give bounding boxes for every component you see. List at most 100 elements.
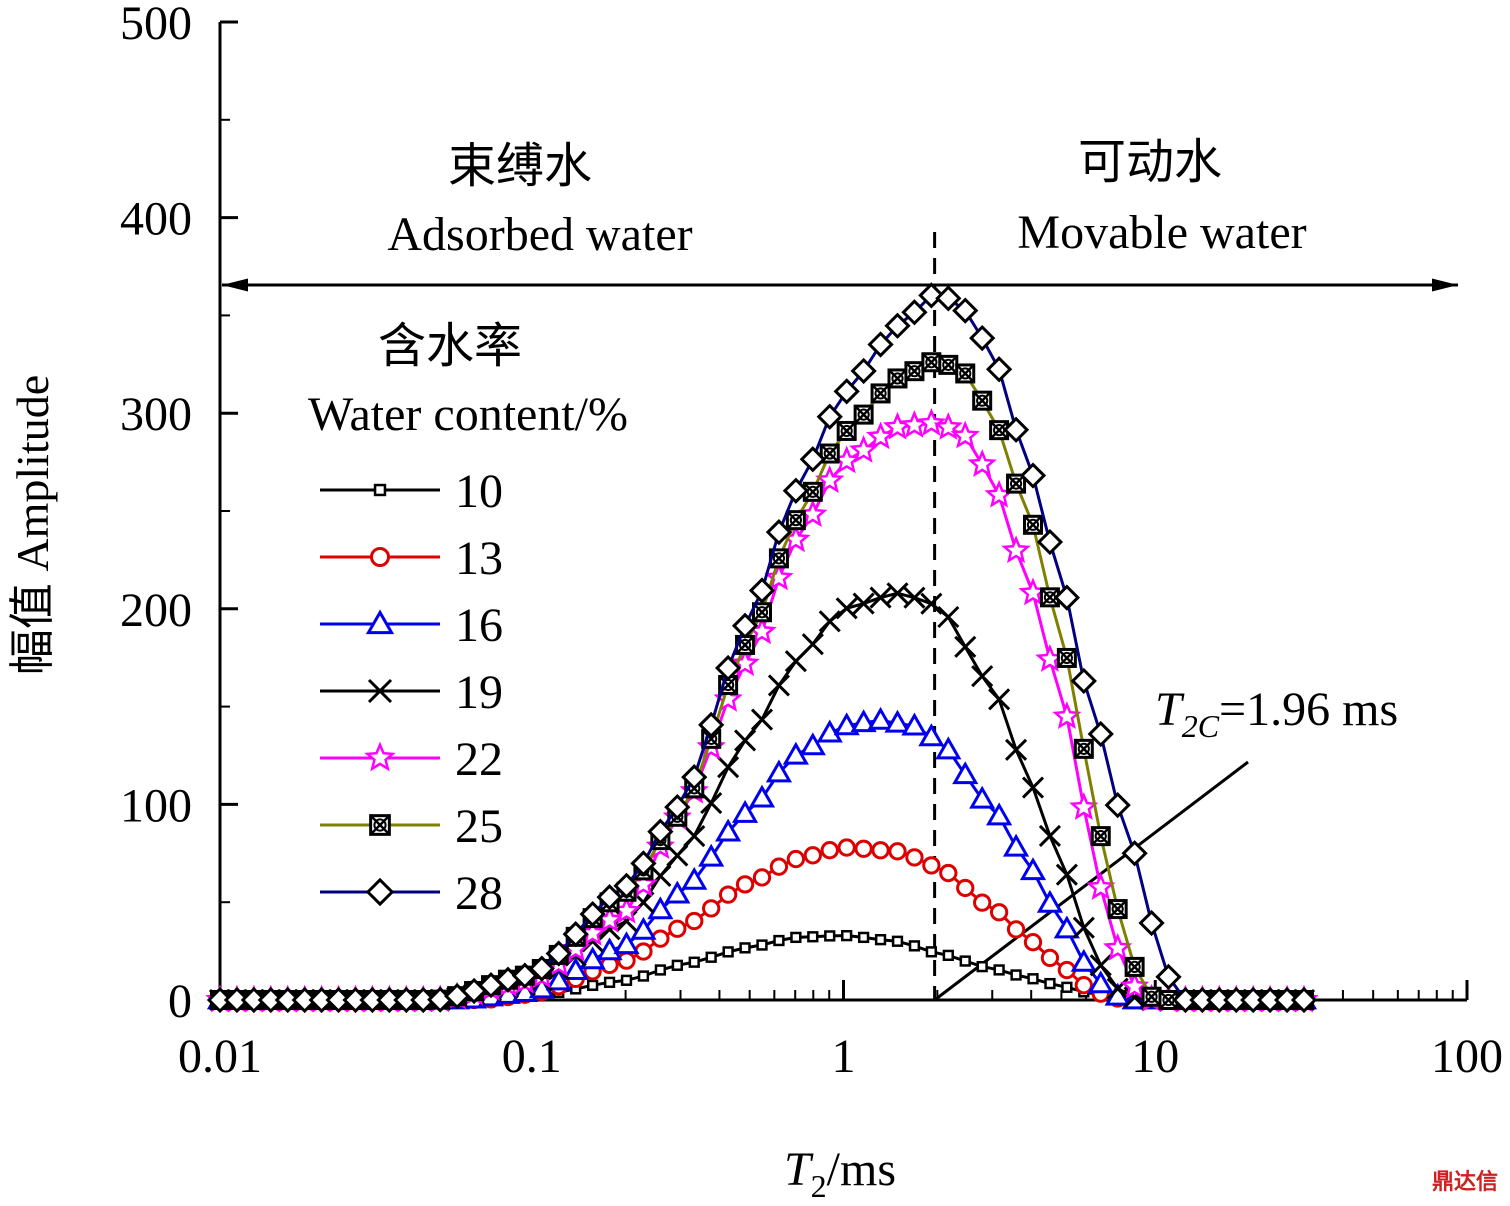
data-point-28: [698, 711, 725, 738]
data-point-28: [1155, 963, 1182, 991]
y-axis-label: 幅值 Amplitude: [7, 375, 58, 675]
data-point-13: [769, 857, 789, 876]
data-point-19: [1038, 824, 1061, 847]
data-point-22: [1069, 792, 1099, 820]
data-point-25: [785, 510, 806, 531]
data-point-28: [833, 378, 860, 405]
data-point-28: [918, 282, 945, 309]
data-point-28: [731, 612, 759, 639]
series-line-25: [220, 360, 1304, 1002]
y-tick-label: 200: [120, 584, 192, 637]
series-group: [205, 282, 1319, 1014]
data-point-28: [342, 986, 369, 1014]
data-point-13: [837, 838, 856, 857]
data-point-13: [735, 875, 755, 894]
data-point-28: [393, 986, 420, 1014]
data-point-19: [717, 756, 740, 779]
legend-marker: [367, 678, 393, 704]
data-point-16: [613, 931, 640, 955]
data-point-25: [1006, 473, 1027, 494]
data-point-10: [739, 942, 751, 954]
data-point-28: [206, 986, 234, 1014]
data-point-10: [824, 930, 836, 942]
data-point-10: [790, 931, 802, 944]
data-point-28: [291, 986, 318, 1014]
y-tick-label: 400: [120, 193, 192, 246]
data-point-25: [853, 404, 874, 425]
data-point-16: [1036, 889, 1064, 913]
data-point-28: [1070, 667, 1097, 695]
data-point-10: [1010, 969, 1022, 981]
data-point-28: [969, 324, 996, 352]
data-point-16: [935, 736, 962, 760]
data-point-13: [989, 903, 1009, 922]
data-point-28: [223, 986, 251, 1014]
data-point-13: [1074, 976, 1093, 995]
data-point-28: [765, 519, 793, 546]
data-point-25: [1141, 986, 1162, 1007]
data-point-16: [918, 723, 945, 747]
data-point-10: [705, 951, 717, 963]
data-point-28: [715, 654, 742, 682]
y-tick-label: 0: [168, 975, 192, 1028]
data-point-10: [857, 931, 870, 944]
data-point-28: [359, 986, 386, 1014]
data-point-16: [630, 916, 657, 940]
data-point-28: [850, 357, 877, 385]
data-point-22: [1001, 535, 1031, 564]
data-point-16: [850, 709, 877, 733]
data-point-25: [989, 420, 1010, 441]
data-point-28: [1138, 909, 1165, 937]
data-point-10: [908, 940, 921, 952]
data-point-28: [257, 986, 284, 1014]
legend-label: 25: [455, 800, 503, 853]
data-point-28: [1002, 416, 1030, 443]
data-point-25: [972, 390, 993, 411]
data-point-10: [1044, 977, 1056, 990]
data-point-13: [786, 849, 806, 869]
data-point-28: [1206, 986, 1233, 1014]
cutoff-pointer-line: [933, 760, 1249, 1002]
data-point-19: [835, 597, 858, 620]
data-point-13: [617, 951, 636, 970]
data-point-19: [666, 844, 689, 867]
data-point-28: [782, 477, 809, 504]
data-point-25: [1056, 647, 1077, 668]
data-point-16: [901, 712, 928, 736]
data-point-16: [833, 712, 860, 736]
data-point-25: [1124, 956, 1145, 977]
data-point-13: [634, 942, 653, 961]
data-point-19: [886, 582, 909, 605]
data-point-10: [976, 960, 988, 973]
legend-label: 28: [455, 867, 503, 920]
legend-item-16: 16: [320, 599, 503, 652]
y-tick-label: 500: [120, 0, 192, 50]
data-point-28: [562, 921, 589, 948]
data-point-10: [874, 934, 887, 946]
data-point-25: [904, 361, 925, 382]
data-point-13: [939, 863, 958, 883]
data-point-13: [803, 846, 822, 865]
data-point-19: [700, 792, 723, 815]
data-point-16: [952, 761, 979, 785]
data-point-10: [891, 935, 904, 947]
data-point-10: [1061, 981, 1073, 993]
data-point-22: [899, 410, 929, 438]
data-point-16: [1019, 857, 1047, 881]
data-point-28: [1223, 986, 1250, 1014]
data-point-22: [950, 420, 980, 449]
data-point-28: [664, 794, 691, 821]
publisher-watermark: 鼎达信: [1431, 1170, 1498, 1195]
y-tick-label: 100: [120, 779, 192, 832]
data-point-28: [1053, 584, 1080, 611]
data-point-28: [884, 312, 911, 339]
data-point-28: [579, 900, 606, 928]
data-point-28: [1019, 462, 1047, 489]
data-point-13: [973, 893, 992, 912]
data-point-19: [1072, 916, 1095, 939]
legend-label: 10: [455, 465, 503, 518]
data-point-19: [801, 633, 824, 656]
data-point-22: [967, 449, 997, 477]
data-point-25: [1022, 514, 1043, 535]
data-point-16: [1002, 833, 1030, 857]
